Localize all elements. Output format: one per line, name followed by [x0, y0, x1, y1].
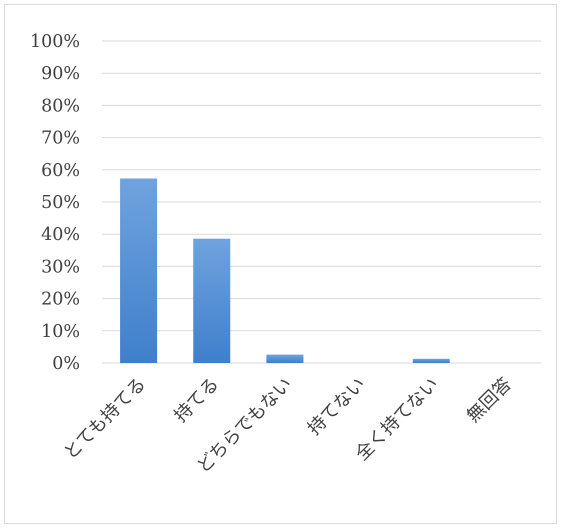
x-category-label: 持てる [170, 374, 223, 427]
y-tick-label: 20% [41, 290, 80, 310]
gridlines [102, 40, 541, 364]
y-tick-label: 100% [30, 32, 80, 52]
y-tick-label: 80% [41, 96, 80, 116]
bar [412, 358, 450, 363]
y-tick-label: 90% [41, 64, 80, 84]
x-category-label: とても持てる [60, 374, 150, 464]
y-axis-tick-labels: 0% 10% 20% 30% 40% 50% 60% 70% 80% 90% 100% [30, 32, 80, 374]
bar [266, 354, 304, 363]
bar [193, 238, 231, 363]
y-tick-label: 40% [41, 225, 80, 245]
bar [120, 178, 158, 363]
bar-chart: 0% 10% 20% 30% 40% 50% 60% 70% 80% 90% 100% とても持てる… [30, 32, 541, 478]
y-tick-label: 10% [41, 322, 80, 342]
bars [120, 178, 450, 363]
y-tick-label: 30% [41, 257, 80, 277]
y-tick-label: 70% [41, 129, 80, 149]
y-tick-label: 50% [41, 193, 80, 213]
chart-frame: 0% 10% 20% 30% 40% 50% 60% 70% 80% 90% 100% とても持てる… [4, 4, 557, 524]
y-tick-label: 0% [52, 354, 80, 374]
x-category-label: 無回答 [463, 374, 516, 427]
y-tick-label: 60% [41, 161, 80, 181]
x-category-label: 持てない [304, 374, 370, 440]
